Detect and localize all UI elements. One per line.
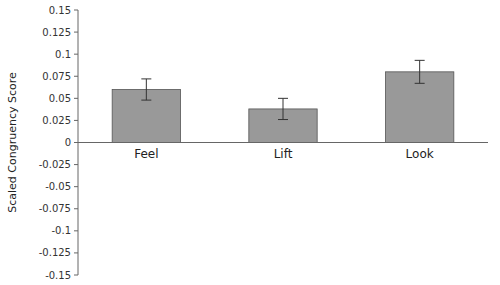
y-tick	[74, 10, 78, 11]
error-stem	[146, 79, 147, 100]
error-stem	[283, 98, 284, 119]
y-tick	[74, 208, 78, 209]
error-cap	[141, 78, 151, 79]
y-tick	[74, 54, 78, 55]
x-tick-label: Look	[406, 147, 434, 161]
error-bar	[278, 98, 288, 119]
error-bar	[415, 60, 425, 83]
error-cap	[415, 83, 425, 84]
x-tick-label: Lift	[274, 147, 293, 161]
y-axis-label: Scaled Congruency Score	[6, 72, 19, 213]
y-tick	[74, 275, 78, 276]
y-tick-label: 0.025	[42, 115, 71, 126]
y-tick-label: -0.05	[45, 181, 71, 192]
y-tick	[74, 230, 78, 231]
y-tick-label: -0.025	[39, 159, 71, 170]
y-tick	[74, 252, 78, 253]
y-tick	[74, 164, 78, 165]
y-tick	[74, 98, 78, 99]
y-tick-label: -0.15	[45, 270, 71, 281]
y-tick-label: 0.05	[49, 93, 71, 104]
y-tick	[74, 142, 78, 143]
error-cap	[278, 119, 288, 120]
error-cap	[141, 100, 151, 101]
chart-svg: -0.15 -0.125 -0.1 -0.075 -0.05 -0.025 0 0.025 0.…	[0, 0, 500, 285]
error-bar	[141, 79, 151, 100]
y-tick-label: -0.125	[39, 247, 71, 258]
y-tick-label: -0.075	[39, 203, 71, 214]
chart-container: -0.15 -0.125 -0.1 -0.075 -0.05 -0.025 0 0.025 0.…	[0, 0, 500, 285]
y-tick-label: 0.15	[49, 5, 71, 16]
error-stem	[419, 60, 420, 83]
y-tick-label: 0.075	[42, 71, 71, 82]
y-tick-label: -0.1	[51, 225, 71, 236]
y-tick	[74, 186, 78, 187]
y-tick	[74, 32, 78, 33]
plot-area	[112, 60, 454, 142]
error-cap	[278, 98, 288, 99]
y-tick	[74, 120, 78, 121]
x-tick-label: Feel	[134, 147, 158, 161]
x-axis-line	[78, 142, 488, 143]
y-tick-label: 0.1	[55, 49, 71, 60]
y-tick	[74, 76, 78, 77]
y-tick-label: 0	[65, 137, 71, 148]
y-tick-label: 0.125	[42, 27, 71, 38]
error-cap	[415, 60, 425, 61]
